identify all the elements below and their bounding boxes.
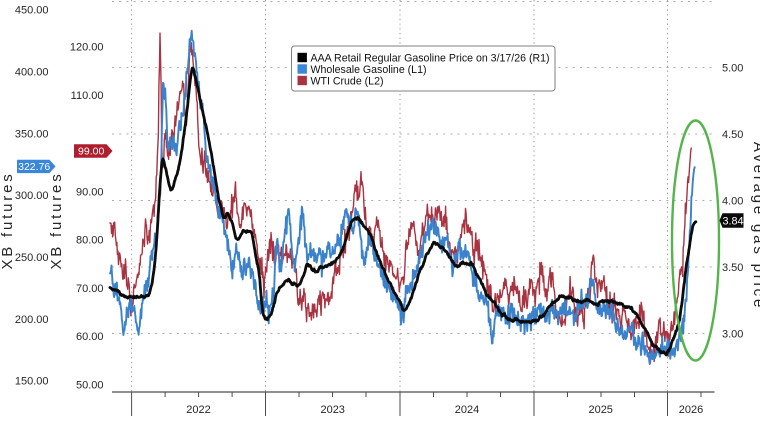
svg-text:70.00: 70.00 — [76, 283, 104, 295]
svg-text:2022: 2022 — [186, 404, 210, 416]
svg-text:60.00: 60.00 — [76, 331, 104, 343]
svg-text:200.00: 200.00 — [15, 314, 49, 326]
svg-text:450.00: 450.00 — [15, 5, 49, 17]
svg-text:4.50: 4.50 — [722, 129, 743, 141]
svg-text:3.00: 3.00 — [722, 328, 743, 340]
svg-text:Average gas price: Average gas price — [750, 142, 760, 310]
svg-text:5.00: 5.00 — [722, 62, 743, 74]
svg-text:WTI Crude (L2): WTI Crude (L2) — [311, 75, 384, 87]
svg-text:300.00: 300.00 — [15, 190, 49, 202]
svg-text:2023: 2023 — [320, 404, 344, 416]
svg-text:150.00: 150.00 — [15, 376, 49, 388]
svg-text:250.00: 250.00 — [15, 252, 49, 264]
svg-text:110.00: 110.00 — [71, 90, 104, 102]
svg-text:400.00: 400.00 — [15, 67, 49, 79]
svg-text:4.00: 4.00 — [722, 195, 743, 207]
svg-text:Wholesale Gasoline (L1): Wholesale Gasoline (L1) — [311, 64, 427, 76]
svg-text:80.00: 80.00 — [76, 235, 104, 247]
svg-text:2026: 2026 — [679, 404, 703, 416]
svg-text:3.84: 3.84 — [722, 215, 743, 227]
svg-text:350.00: 350.00 — [15, 128, 49, 140]
svg-text:120.00: 120.00 — [70, 42, 104, 54]
svg-text:2025: 2025 — [588, 404, 612, 416]
svg-text:XB futures: XB futures — [48, 171, 65, 269]
svg-text:XB futures: XB futures — [0, 171, 16, 269]
svg-text:322.76: 322.76 — [18, 161, 50, 173]
svg-text:2024: 2024 — [455, 404, 479, 416]
svg-text:3.50: 3.50 — [722, 262, 743, 274]
svg-text:AAA Retail Regular Gasoline Pr: AAA Retail Regular Gasoline Price on 3/1… — [311, 52, 550, 64]
svg-text:99.00: 99.00 — [78, 146, 104, 158]
svg-text:90.00: 90.00 — [76, 186, 104, 198]
svg-text:50.00: 50.00 — [76, 380, 104, 392]
